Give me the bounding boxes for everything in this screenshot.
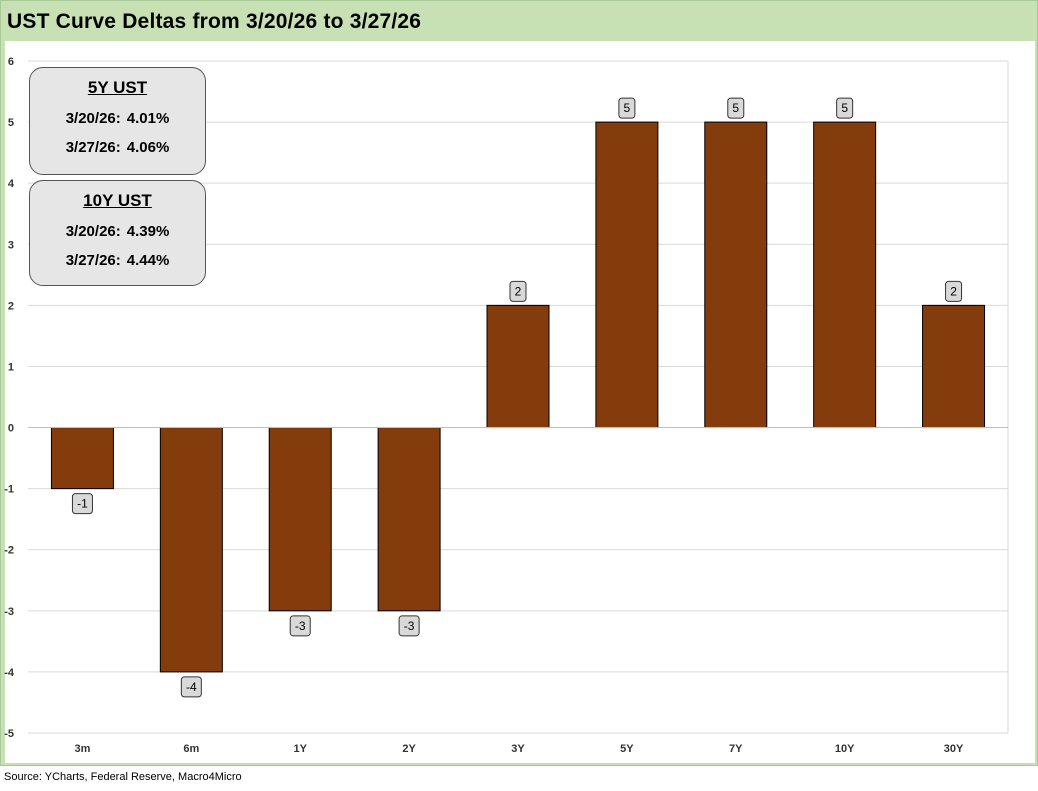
y-tick-label: 0 xyxy=(8,423,14,435)
bar xyxy=(268,427,332,612)
data-label-box xyxy=(836,97,854,119)
infobox-header: 10Y UST xyxy=(83,191,152,210)
x-tick-label: 7Y xyxy=(729,743,743,755)
infobox-row: 3/27/26: 4.44% xyxy=(30,252,205,269)
bar xyxy=(813,121,877,429)
x-tick-label: 1Y xyxy=(293,743,307,755)
data-label-box xyxy=(618,97,636,119)
data-label-box xyxy=(289,615,311,637)
data-label-box xyxy=(509,280,527,302)
infobox-date: 3/20/26: xyxy=(65,110,121,127)
infobox-date: 3/27/26: xyxy=(65,139,121,156)
data-label-box xyxy=(398,615,420,637)
y-tick-label: 2 xyxy=(8,300,14,312)
data-label: 5 xyxy=(624,101,631,115)
data-label: -3 xyxy=(404,619,415,633)
x-tick-label: 6m xyxy=(183,743,199,755)
bar xyxy=(922,304,986,429)
y-tick-label: -1 xyxy=(4,484,14,496)
y-tick-label: -2 xyxy=(4,545,14,557)
y-tick-label: 3 xyxy=(8,239,14,251)
bar xyxy=(159,427,223,673)
infobox-date: 3/20/26: xyxy=(65,223,121,240)
bar xyxy=(50,427,114,490)
data-label: -1 xyxy=(77,497,88,511)
y-tick-label: 4 xyxy=(8,178,15,190)
bar xyxy=(595,121,659,429)
infobox-value: 4.06% xyxy=(126,139,170,156)
infobox-date: 3/27/26: xyxy=(65,252,121,269)
x-tick-label: 5Y xyxy=(620,743,634,755)
infobox-10y-ust: 10Y UST 3/20/26: 4.39% 3/27/26: 4.44% xyxy=(29,180,206,286)
bar xyxy=(377,427,441,612)
data-label: 5 xyxy=(732,101,739,115)
bar xyxy=(704,121,768,429)
infobox-5y-ust: 5Y UST 3/20/26: 4.01% 3/27/26: 4.06% xyxy=(29,67,206,175)
data-label-box xyxy=(945,280,963,302)
infobox-value: 4.39% xyxy=(126,223,170,240)
x-tick-label: 2Y xyxy=(402,743,416,755)
x-tick-label: 30Y xyxy=(944,743,964,755)
infobox-row: 3/27/26: 4.06% xyxy=(30,139,205,156)
y-tick-label: 5 xyxy=(8,117,14,129)
chart-title: UST Curve Deltas from 3/20/26 to 3/27/26 xyxy=(7,10,422,33)
y-tick-label: -5 xyxy=(4,728,14,740)
data-label-box xyxy=(180,676,202,698)
y-tick-label: 6 xyxy=(8,56,14,68)
x-tick-label: 10Y xyxy=(835,743,855,755)
data-label-box xyxy=(71,493,93,515)
data-label: 2 xyxy=(950,284,957,298)
infobox-row: 3/20/26: 4.01% xyxy=(30,110,205,127)
data-label: 5 xyxy=(841,101,848,115)
x-tick-label: 3Y xyxy=(511,743,525,755)
x-tick-label: 3m xyxy=(74,743,90,755)
data-label-box xyxy=(727,97,745,119)
data-label: 2 xyxy=(515,284,522,298)
y-tick-label: -4 xyxy=(4,667,15,679)
infobox-header: 5Y UST xyxy=(87,78,148,97)
source-note: Source: YCharts, Federal Reserve, Macro4… xyxy=(4,771,242,783)
data-label: -3 xyxy=(295,619,306,633)
infobox-row: 3/20/26: 4.39% xyxy=(30,223,205,240)
data-label: -4 xyxy=(186,680,197,694)
bar xyxy=(486,304,550,429)
y-tick-label: -3 xyxy=(4,606,14,618)
infobox-value: 4.01% xyxy=(126,110,170,127)
y-tick-label: 1 xyxy=(8,361,14,373)
infobox-value: 4.44% xyxy=(126,252,170,269)
